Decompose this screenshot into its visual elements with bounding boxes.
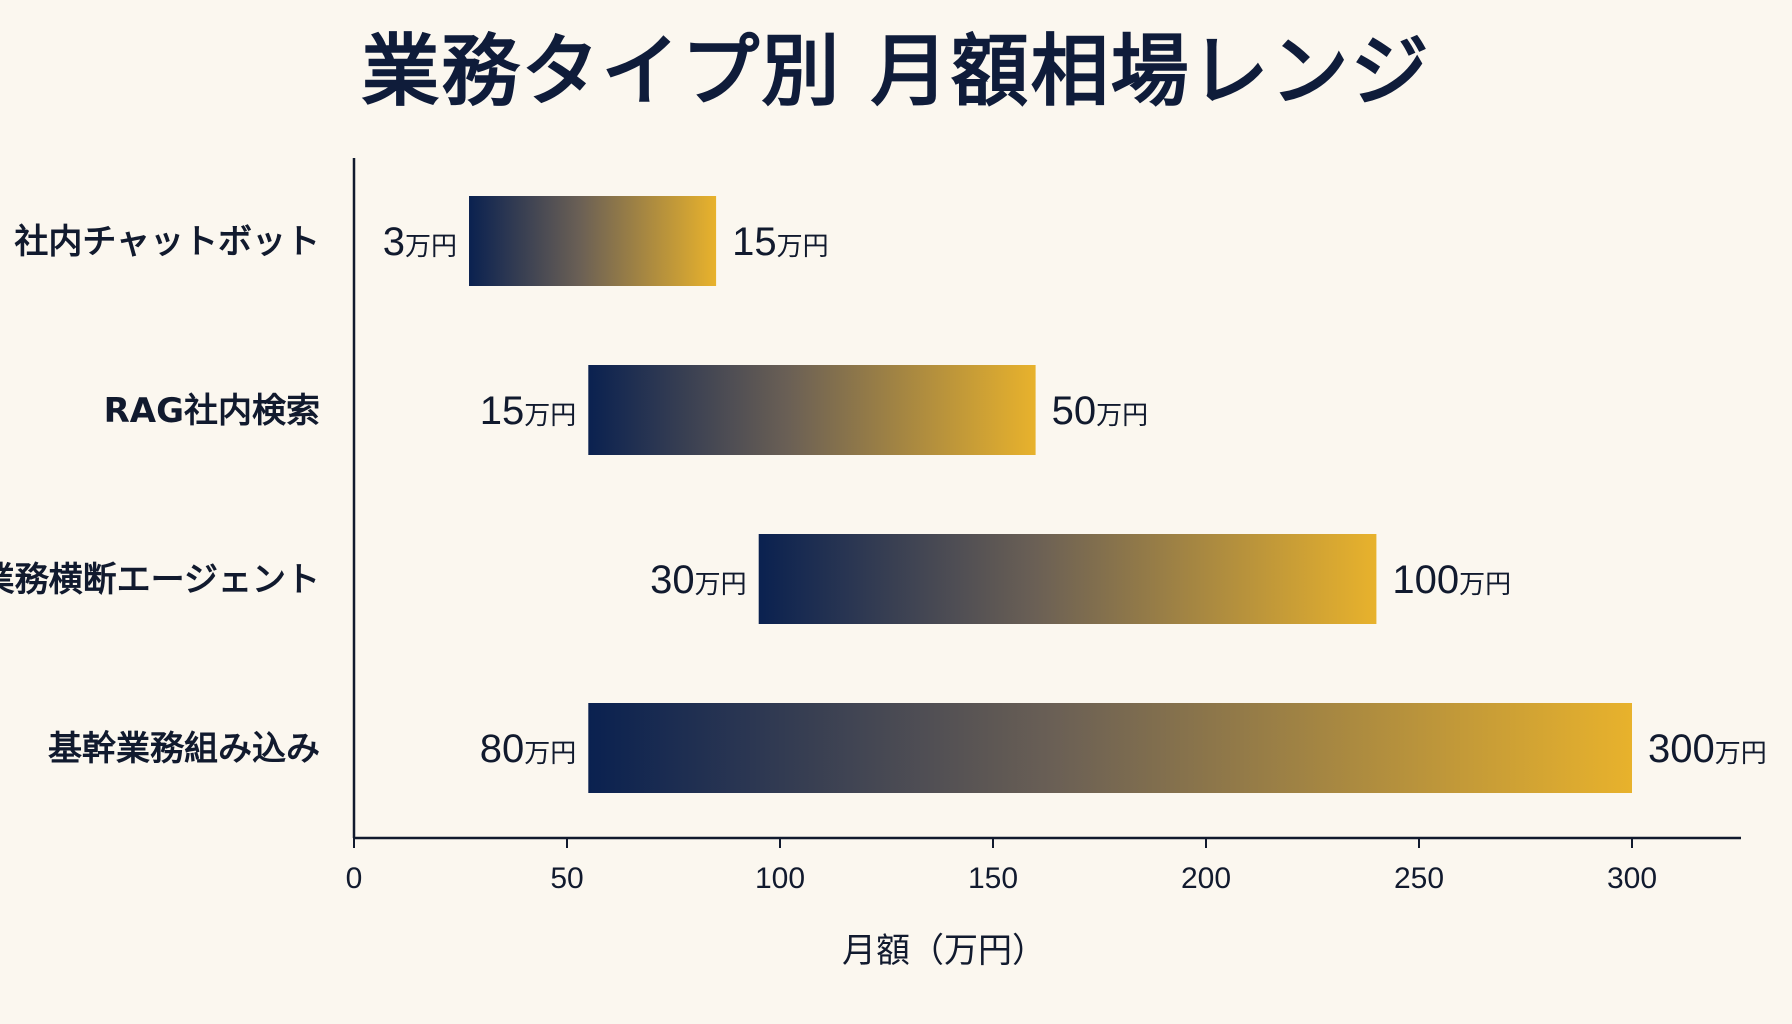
- x-tick-label: 150: [968, 862, 1018, 895]
- low-value-number: 30: [650, 558, 695, 602]
- low-value-unit: 万円: [405, 232, 457, 262]
- high-value-label: 15万円: [732, 220, 829, 264]
- chart-title: 業務タイプ別 月額相場レンジ: [361, 27, 1431, 117]
- range-bar: [758, 534, 1377, 624]
- high-value-label: 300万円: [1648, 727, 1767, 771]
- high-value-unit: 万円: [777, 232, 829, 262]
- high-value-number: 300: [1648, 727, 1715, 771]
- low-value-unit: 万円: [695, 570, 747, 600]
- high-value-unit: 万円: [1096, 401, 1148, 431]
- low-value-number: 80: [480, 727, 525, 771]
- range-bar: [588, 703, 1632, 793]
- low-value-label: 80万円: [480, 727, 577, 771]
- category-label: 基幹業務組み込み: [48, 729, 320, 769]
- x-tick-label: 300: [1607, 862, 1657, 895]
- x-tick-label: 0: [346, 862, 363, 895]
- high-value-label: 100万円: [1392, 558, 1511, 602]
- low-value-label: 15万円: [480, 389, 577, 433]
- x-tick-label: 100: [755, 862, 805, 895]
- high-value-number: 15: [732, 220, 777, 264]
- range-bar: [588, 365, 1036, 455]
- x-axis-title: 月額（万円）: [842, 931, 1046, 971]
- low-value-number: 15: [480, 389, 525, 433]
- category-label: 社内チャットボット: [14, 222, 320, 262]
- low-value-label: 30万円: [650, 558, 747, 602]
- low-value-unit: 万円: [524, 739, 576, 769]
- low-value-unit: 万円: [524, 401, 576, 431]
- category-label: RAG社内検索: [104, 391, 320, 431]
- x-tick-label: 50: [550, 862, 583, 895]
- high-value-label: 50万円: [1052, 389, 1149, 433]
- category-label: 業務横断エージェント: [0, 560, 320, 600]
- range-bar: [469, 196, 717, 286]
- high-value-unit: 万円: [1715, 739, 1767, 769]
- high-value-number: 100: [1392, 558, 1459, 602]
- high-value-number: 50: [1052, 389, 1097, 433]
- x-tick-label: 250: [1394, 862, 1444, 895]
- low-value-number: 3: [383, 220, 405, 264]
- x-tick-label: 200: [1181, 862, 1231, 895]
- high-value-unit: 万円: [1459, 570, 1511, 600]
- low-value-label: 3万円: [383, 220, 457, 264]
